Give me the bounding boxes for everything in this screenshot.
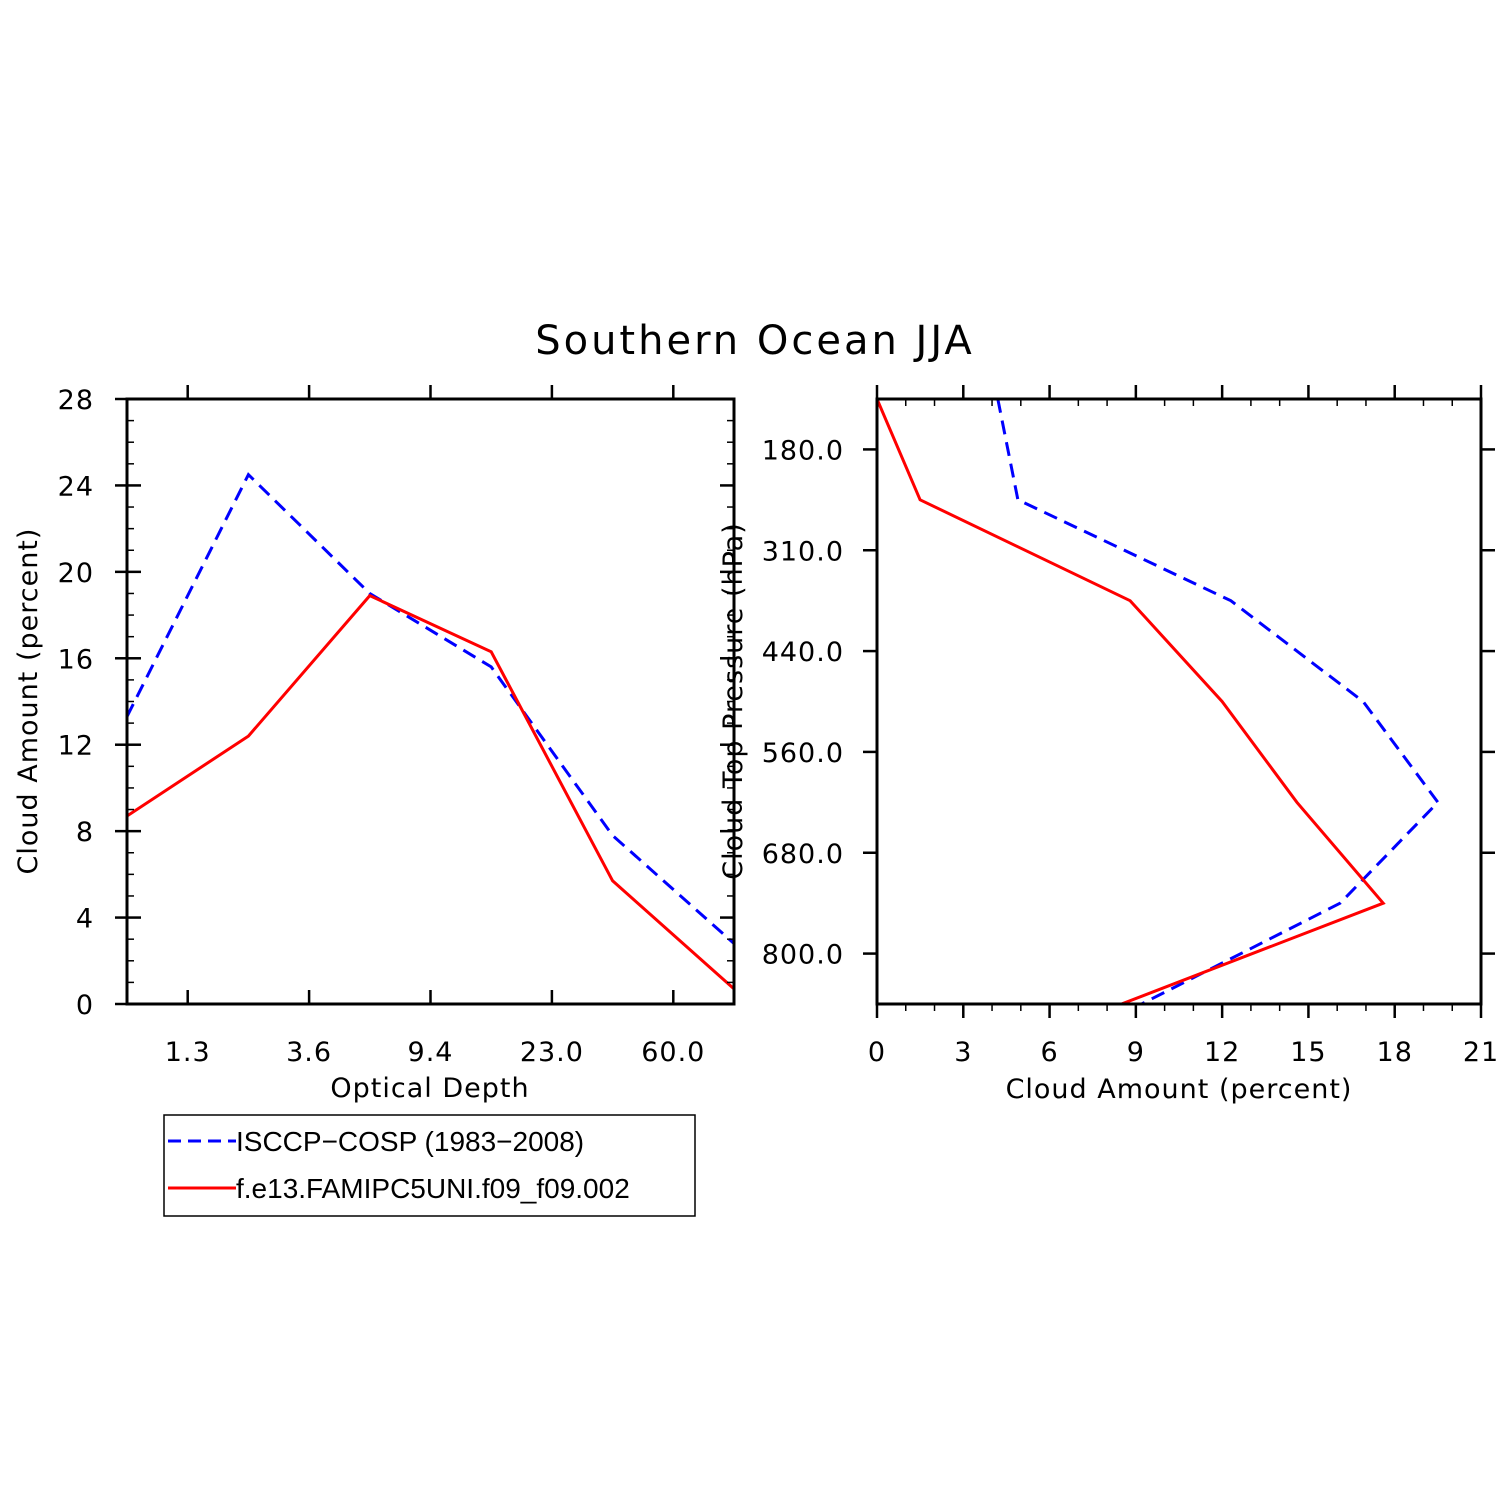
left-x-axis-label: Optical Depth: [330, 1073, 529, 1104]
right-plot-frame: [875, 397, 1483, 1006]
legend-label-obs: ISCCP−COSP (1983−2008): [236, 1126, 584, 1157]
legend-label-model: f.e13.FAMIPC5UNI.f09_f09.002: [236, 1173, 630, 1204]
right-xtick-label-6: 18: [1377, 1037, 1413, 1068]
left-ytick-label-6: 24: [58, 471, 94, 502]
right-x-axis-label: Cloud Amount (percent): [1006, 1074, 1353, 1105]
right-xtick-label-7: 21: [1463, 1037, 1499, 1068]
left-ytick-label-4: 16: [58, 644, 94, 675]
right-series-line-0: [996, 398, 1440, 1006]
right-xtick-label-0: 0: [868, 1037, 886, 1068]
right-ticks-layer: 0 3 6 9 12 15 18 21 180.0 310.0 440.0 560.0 680.0 800…: [762, 385, 1499, 1068]
right-ytick-label-0: 180.0: [762, 435, 844, 466]
left-ytick-label-3: 12: [58, 731, 94, 762]
right-xtick-label-4: 12: [1204, 1037, 1240, 1068]
left-ytick-label-5: 20: [58, 558, 94, 589]
left-series-layer: [125, 472, 735, 991]
left-xtick-label-4: 60.0: [641, 1037, 705, 1068]
left-series-line-0: [125, 472, 735, 945]
left-ytick-label-1: 4: [76, 904, 94, 935]
right-xtick-label-2: 6: [1040, 1037, 1058, 1068]
left-ytick-label-0: 0: [76, 990, 94, 1021]
right-series-layer: [875, 398, 1440, 1006]
right-ytick-label-2: 440.0: [762, 637, 844, 668]
left-plot-frame: [125, 397, 736, 1006]
left-xtick-label-1: 3.6: [286, 1037, 332, 1068]
legend: ISCCP−COSP (1983−2008) f.e13.FAMIPC5UNI.…: [163, 1114, 696, 1217]
left-series-line-1: [126, 593, 735, 991]
right-ytick-label-4: 680.0: [762, 839, 844, 870]
cloud-top-pressure-panel: 0 3 6 9 12 15 18 21 180.0 310.0 440.0 560.0 680.0 800…: [718, 385, 1499, 1105]
legend-box: [163, 1114, 696, 1217]
left-xtick-label-3: 23.0: [520, 1037, 584, 1068]
right-ytick-label-1: 310.0: [762, 536, 844, 567]
right-xtick-label-3: 9: [1127, 1037, 1145, 1068]
right-xtick-label-5: 15: [1290, 1037, 1326, 1068]
left-ytick-label-7: 28: [58, 385, 94, 416]
left-ticks-layer: 0 4 8 12 16 20 24 28 1.3 3.6 9.4 23.0 60.0: [58, 385, 734, 1068]
optical-depth-panel: 0 4 8 12 16 20 24 28 1.3 3.6 9.4 23.0 60.0 Optical D…: [13, 385, 736, 1104]
right-y-axis-label: Cloud Top Pressure (hPa): [718, 522, 749, 880]
right-ytick-label-5: 800.0: [762, 940, 844, 971]
left-ytick-label-2: 8: [76, 817, 94, 848]
left-xtick-label-2: 9.4: [408, 1037, 454, 1068]
right-series-line-1: [875, 398, 1386, 1006]
left-xtick-label-0: 1.3: [165, 1037, 211, 1068]
right-ytick-label-3: 560.0: [762, 738, 844, 769]
left-y-axis-label: Cloud Amount (percent): [13, 528, 44, 875]
right-xtick-label-1: 3: [954, 1037, 972, 1068]
figure-title: Southern Ocean JJA: [535, 318, 975, 364]
